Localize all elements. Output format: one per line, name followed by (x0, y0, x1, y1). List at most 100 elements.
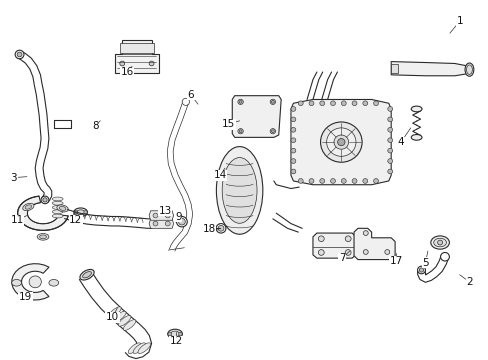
Ellipse shape (40, 235, 46, 239)
Text: 16: 16 (120, 67, 134, 77)
Ellipse shape (178, 219, 185, 225)
Ellipse shape (351, 101, 356, 105)
Ellipse shape (149, 61, 154, 66)
Ellipse shape (437, 240, 442, 245)
Ellipse shape (82, 271, 91, 278)
Ellipse shape (22, 203, 34, 211)
Ellipse shape (373, 101, 378, 105)
Ellipse shape (430, 236, 448, 249)
Ellipse shape (387, 169, 392, 174)
Ellipse shape (333, 135, 348, 149)
Ellipse shape (373, 179, 378, 183)
Ellipse shape (384, 249, 389, 255)
Ellipse shape (318, 249, 324, 255)
Text: 7: 7 (338, 253, 345, 263)
Ellipse shape (133, 343, 145, 354)
Ellipse shape (52, 206, 63, 210)
Polygon shape (232, 96, 281, 138)
Ellipse shape (341, 179, 346, 183)
Ellipse shape (298, 101, 303, 105)
Ellipse shape (153, 221, 158, 226)
Text: 18: 18 (202, 224, 216, 234)
Ellipse shape (387, 107, 392, 111)
Ellipse shape (239, 100, 242, 103)
Ellipse shape (170, 331, 179, 337)
Ellipse shape (168, 332, 171, 336)
Ellipse shape (237, 99, 243, 104)
Ellipse shape (362, 179, 367, 183)
Polygon shape (390, 64, 397, 73)
Ellipse shape (363, 249, 367, 255)
Ellipse shape (12, 279, 21, 286)
Ellipse shape (290, 159, 295, 163)
Ellipse shape (363, 231, 367, 235)
Ellipse shape (319, 179, 324, 183)
Ellipse shape (362, 101, 367, 105)
Text: 3: 3 (10, 173, 17, 183)
Ellipse shape (271, 130, 274, 132)
Ellipse shape (464, 63, 473, 76)
Ellipse shape (337, 139, 345, 146)
Ellipse shape (41, 196, 49, 204)
Ellipse shape (290, 169, 295, 174)
Ellipse shape (290, 107, 295, 111)
Ellipse shape (410, 135, 421, 140)
Ellipse shape (167, 329, 182, 339)
Ellipse shape (165, 221, 170, 226)
Ellipse shape (52, 210, 63, 213)
Ellipse shape (341, 101, 346, 105)
Ellipse shape (218, 225, 224, 231)
Text: 17: 17 (388, 256, 402, 266)
Ellipse shape (298, 179, 303, 183)
Ellipse shape (318, 236, 324, 242)
Ellipse shape (128, 343, 141, 354)
Ellipse shape (29, 276, 41, 288)
Ellipse shape (176, 216, 187, 227)
Text: 11: 11 (10, 215, 24, 225)
Text: 12: 12 (169, 336, 183, 346)
Ellipse shape (239, 130, 242, 132)
Text: 19: 19 (19, 292, 32, 302)
Ellipse shape (17, 52, 22, 57)
Ellipse shape (387, 117, 392, 122)
Ellipse shape (351, 179, 356, 183)
Ellipse shape (345, 236, 350, 242)
Text: 6: 6 (187, 90, 194, 100)
Ellipse shape (433, 238, 446, 247)
Ellipse shape (387, 159, 392, 163)
Ellipse shape (466, 65, 471, 75)
Ellipse shape (237, 129, 243, 134)
Polygon shape (120, 42, 154, 53)
Polygon shape (353, 228, 394, 260)
Text: 8: 8 (92, 121, 99, 131)
Polygon shape (149, 219, 173, 228)
Ellipse shape (59, 206, 66, 211)
Ellipse shape (330, 101, 335, 105)
Text: 13: 13 (158, 206, 172, 216)
Text: 4: 4 (397, 137, 404, 147)
Ellipse shape (25, 205, 32, 209)
Ellipse shape (52, 197, 63, 201)
Ellipse shape (113, 311, 126, 322)
Ellipse shape (440, 252, 448, 261)
Polygon shape (149, 211, 173, 220)
Ellipse shape (216, 224, 225, 233)
Ellipse shape (52, 201, 63, 205)
Ellipse shape (37, 234, 49, 240)
Ellipse shape (138, 343, 150, 354)
Ellipse shape (182, 98, 189, 105)
Ellipse shape (179, 332, 182, 336)
Polygon shape (390, 62, 468, 76)
Ellipse shape (120, 61, 124, 66)
Ellipse shape (80, 269, 94, 280)
Ellipse shape (290, 127, 295, 132)
Ellipse shape (271, 100, 274, 103)
Ellipse shape (319, 101, 324, 105)
Ellipse shape (165, 213, 170, 218)
Text: 14: 14 (213, 170, 226, 180)
Ellipse shape (345, 249, 350, 255)
Ellipse shape (320, 122, 361, 162)
Ellipse shape (74, 208, 87, 216)
Polygon shape (312, 233, 355, 258)
Ellipse shape (108, 307, 121, 318)
